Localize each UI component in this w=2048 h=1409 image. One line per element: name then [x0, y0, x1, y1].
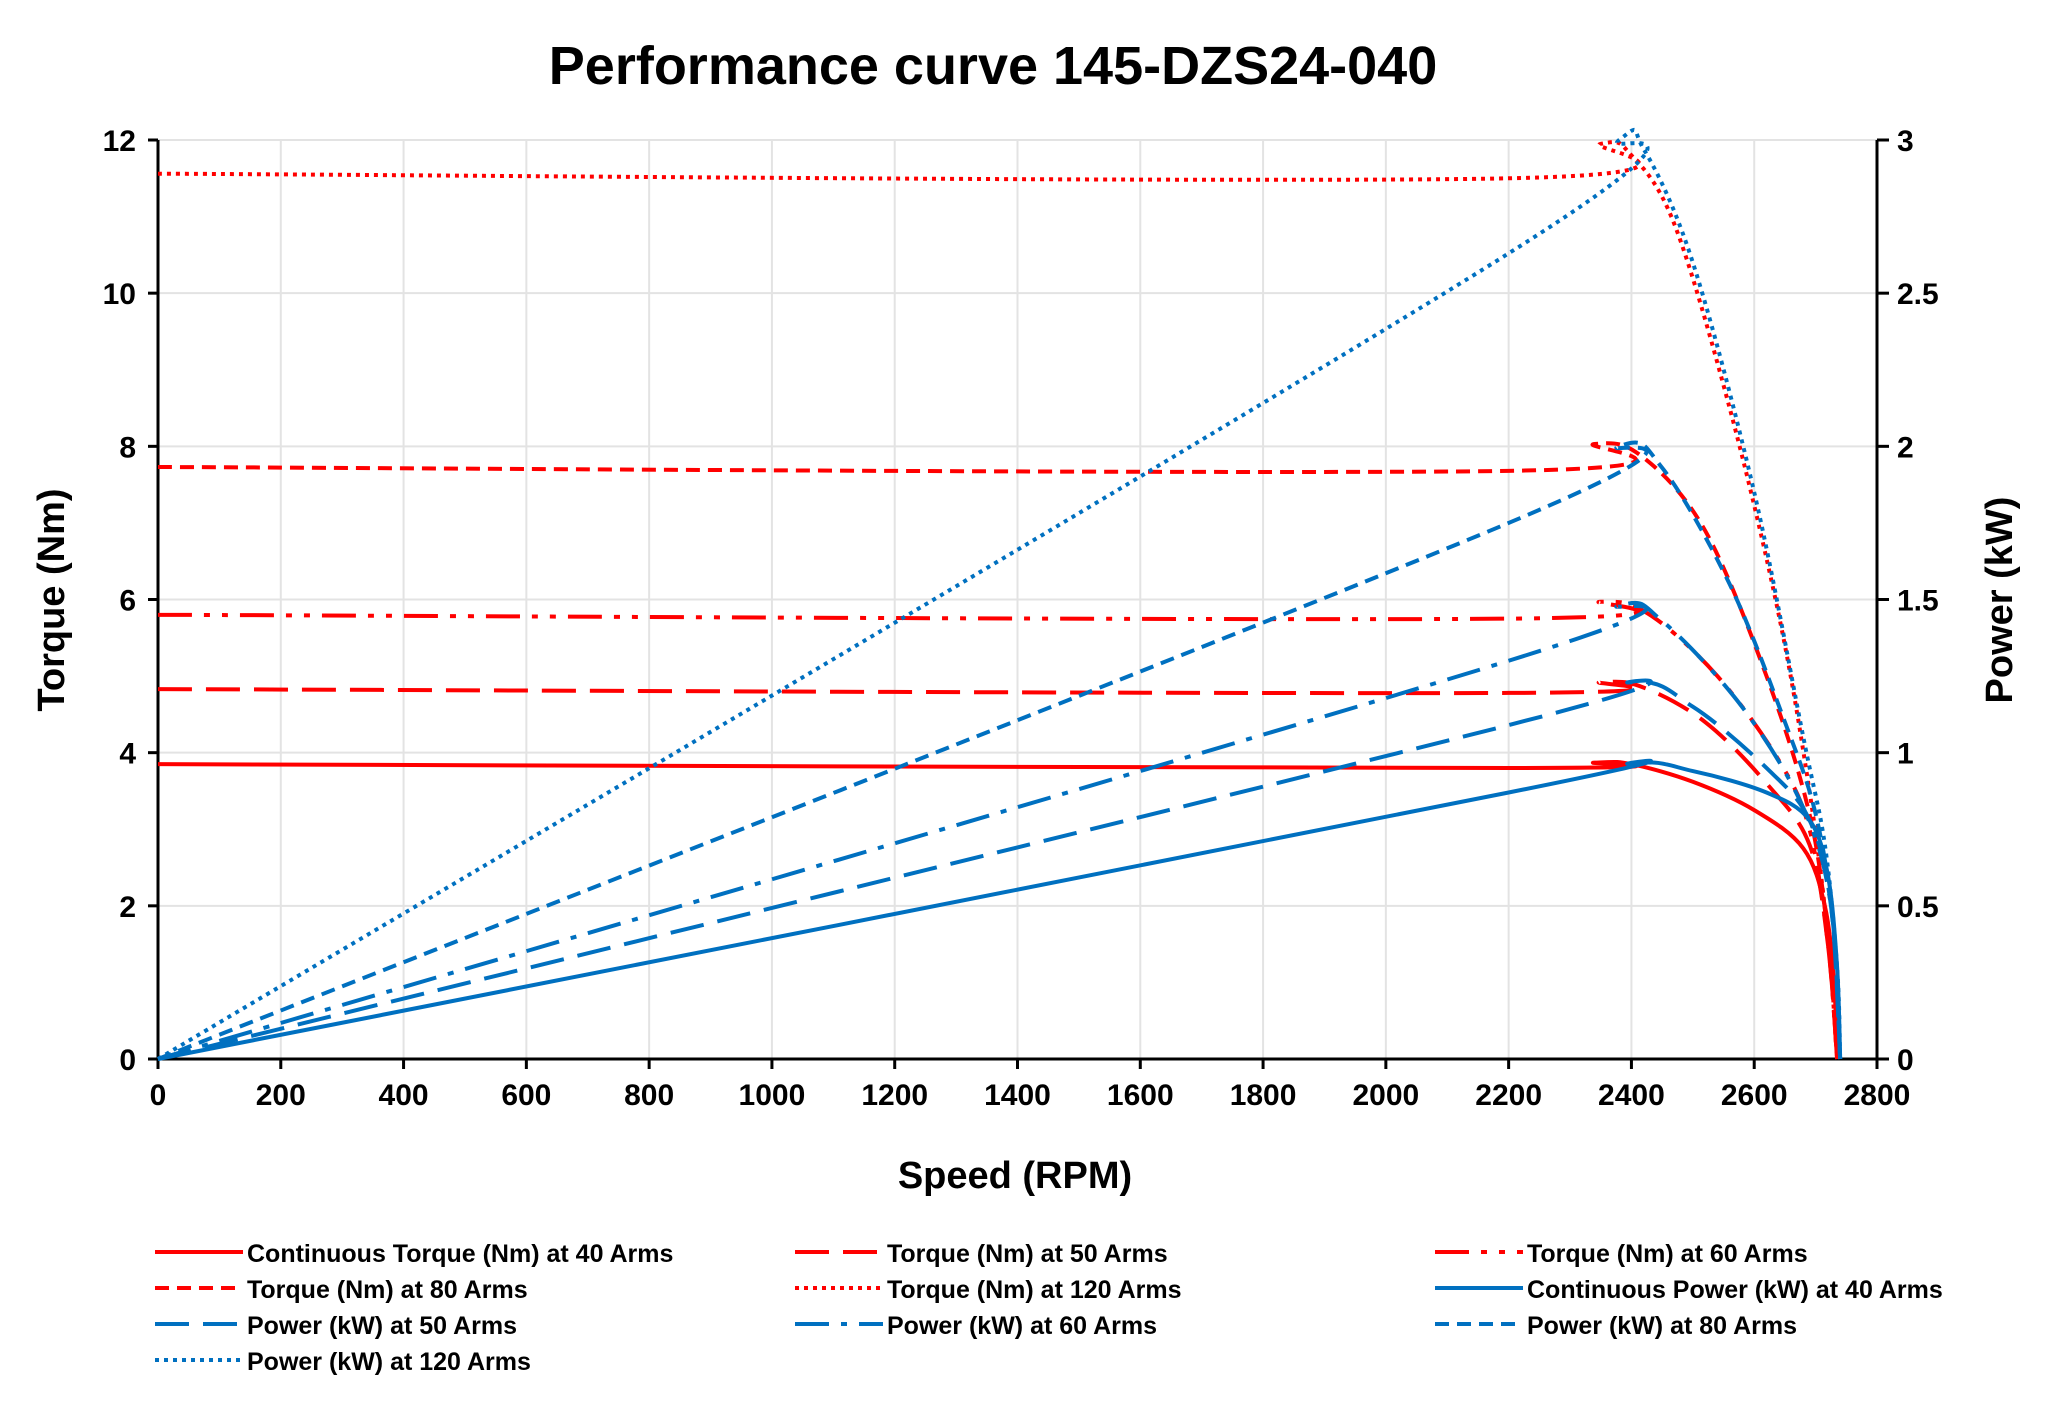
- series-line-9: [157, 440, 1843, 1061]
- series-line-3: [157, 599, 1840, 1060]
- x-tick-label: 600: [501, 1079, 551, 1112]
- legend-label: Continuous Torque (Nm) at 40 Arms: [247, 1240, 673, 1268]
- legend-label: Power (kW) at 120 Arms: [247, 1348, 531, 1376]
- y2-axis-label: Power (kW): [1979, 497, 2021, 704]
- series-line-1: [157, 759, 1840, 1060]
- x-tick-label: 1000: [739, 1079, 806, 1112]
- x-tick-label: 200: [256, 1079, 306, 1112]
- x-tick-label: 1400: [984, 1079, 1051, 1112]
- y-tick-label: 0: [119, 1044, 136, 1077]
- legend-label: Torque (Nm) at 120 Arms: [887, 1276, 1182, 1304]
- x-tick-label: 0: [150, 1079, 167, 1112]
- y2-tick-label: 1.5: [1897, 585, 1939, 618]
- y2-tick-label: 2: [1897, 431, 1914, 464]
- y-tick-label: 10: [103, 278, 136, 311]
- x-tick-label: 2200: [1475, 1079, 1542, 1112]
- x-tick-label: 2800: [1844, 1079, 1911, 1112]
- axes: 0 200 400 600 800 1000 1200 1400 1600 1800 2000 220…: [103, 125, 1939, 1112]
- series-line-6: [157, 758, 1843, 1061]
- series-line-5: [157, 140, 1840, 1060]
- x-tick-label: 800: [624, 1079, 674, 1112]
- y-tick-label: 4: [119, 738, 136, 771]
- chart-title: Performance curve 145-DZS24-040: [549, 36, 1437, 96]
- legend-label: Power (kW) at 80 Arms: [1527, 1312, 1797, 1340]
- series-line-4: [157, 441, 1840, 1060]
- x-tick-label: 2000: [1352, 1079, 1419, 1112]
- y2-tick-label: 3: [1897, 125, 1914, 158]
- x-tick-label: 2400: [1598, 1079, 1665, 1112]
- x-axis-label: Speed (RPM): [898, 1155, 1132, 1197]
- y2-tick-label: 0.5: [1897, 891, 1939, 924]
- series-line-8: [157, 600, 1843, 1061]
- legend-label: Power (kW) at 50 Arms: [247, 1312, 517, 1340]
- x-tick-label: 1600: [1107, 1079, 1174, 1112]
- gridlines: [157, 139, 1878, 1060]
- y-tick-label: 8: [119, 431, 136, 464]
- series-line-10: [156, 127, 1843, 1061]
- x-tick-label: 2600: [1721, 1079, 1788, 1112]
- legend: Continuous Torque (Nm) at 40 Arms Torque …: [155, 1240, 1943, 1376]
- y-tick-label: 6: [119, 585, 136, 618]
- legend-label: Torque (Nm) at 60 Arms: [1527, 1240, 1808, 1268]
- series-lines: [156, 127, 1843, 1061]
- x-tick-label: 400: [379, 1079, 429, 1112]
- x-tick-label: 1800: [1230, 1079, 1297, 1112]
- legend-label: Continuous Power (kW) at 40 Arms: [1527, 1276, 1943, 1304]
- legend-label: Torque (Nm) at 50 Arms: [887, 1240, 1168, 1268]
- legend-label: Power (kW) at 60 Arms: [887, 1312, 1157, 1340]
- y-tick-label: 12: [103, 125, 136, 158]
- y-axis-label: Torque (Nm): [31, 488, 73, 711]
- series-line-2: [157, 679, 1840, 1060]
- y2-tick-label: 2.5: [1897, 278, 1939, 311]
- y-tick-label: 2: [119, 891, 136, 924]
- legend-label: Torque (Nm) at 80 Arms: [247, 1276, 528, 1304]
- x-tick-label: 1200: [861, 1079, 928, 1112]
- y2-tick-label: 0: [1897, 1044, 1914, 1077]
- series-line-7: [157, 678, 1843, 1061]
- y2-tick-label: 1: [1897, 738, 1914, 771]
